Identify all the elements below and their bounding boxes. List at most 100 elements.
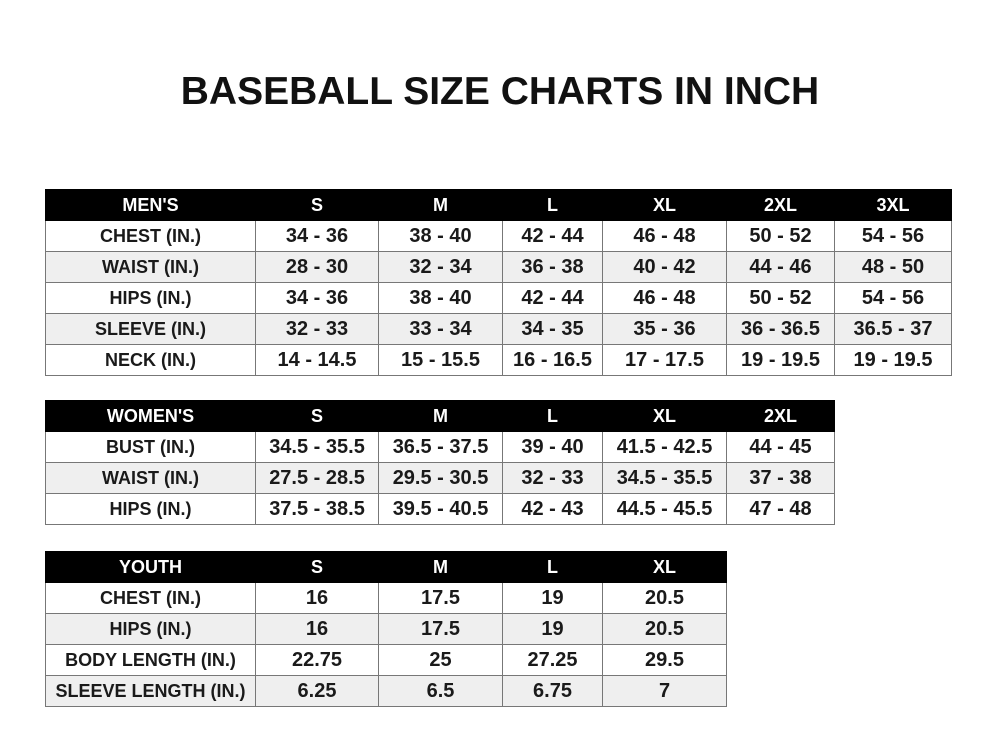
size-value-cell: 46 - 48 [602, 282, 727, 314]
size-value-cell: 36 - 36.5 [726, 313, 835, 345]
measurement-label: WAIST (IN.) [45, 462, 256, 494]
size-column-header: 2XL [726, 189, 835, 221]
mens-size-table: MEN'S S M L XL 2XL 3XL CHEST (IN.) 34 - 36 38 - 4… [45, 189, 952, 376]
measurement-label: HIPS (IN.) [45, 282, 256, 314]
measurement-label: CHEST (IN.) [45, 220, 256, 252]
size-value-cell: 41.5 - 42.5 [602, 431, 727, 463]
size-value-cell: 32 - 34 [378, 251, 503, 283]
size-column-header: XL [602, 551, 727, 583]
size-column-header: L [502, 551, 603, 583]
size-value-cell: 47 - 48 [726, 493, 835, 525]
size-value-cell: 37.5 - 38.5 [255, 493, 379, 525]
table-row: BODY LENGTH (IN.) 22.75 25 27.25 29.5 [45, 644, 727, 676]
size-value-cell: 22.75 [255, 644, 379, 676]
table-row: NECK (IN.) 14 - 14.5 15 - 15.5 16 - 16.5 17 … [45, 344, 952, 376]
table-row: CHEST (IN.) 34 - 36 38 - 40 42 - 44 46 - 48 5… [45, 220, 952, 252]
size-value-cell: 20.5 [602, 582, 727, 614]
size-value-cell: 38 - 40 [378, 220, 503, 252]
size-value-cell: 28 - 30 [255, 251, 379, 283]
size-value-cell: 42 - 44 [502, 220, 603, 252]
table-row: BUST (IN.) 34.5 - 35.5 36.5 - 37.5 39 - 40 4… [45, 431, 835, 463]
size-value-cell: 27.5 - 28.5 [255, 462, 379, 494]
size-column-header: 3XL [834, 189, 952, 221]
table-corner-header: MEN'S [45, 189, 256, 221]
measurement-label: HIPS (IN.) [45, 613, 256, 645]
measurement-label: BODY LENGTH (IN.) [45, 644, 256, 676]
size-value-cell: 34.5 - 35.5 [602, 462, 727, 494]
table-row: HIPS (IN.) 37.5 - 38.5 39.5 - 40.5 42 - 43 4… [45, 493, 835, 525]
size-value-cell: 17.5 [378, 582, 503, 614]
size-value-cell: 35 - 36 [602, 313, 727, 345]
size-value-cell: 37 - 38 [726, 462, 835, 494]
size-value-cell: 36 - 38 [502, 251, 603, 283]
size-value-cell: 17 - 17.5 [602, 344, 727, 376]
size-value-cell: 19 [502, 582, 603, 614]
size-column-header: L [502, 400, 603, 432]
size-value-cell: 39 - 40 [502, 431, 603, 463]
table-header-row: WOMEN'S S M L XL 2XL [45, 400, 835, 432]
size-value-cell: 54 - 56 [834, 220, 952, 252]
size-value-cell: 19 [502, 613, 603, 645]
size-value-cell: 42 - 44 [502, 282, 603, 314]
size-value-cell: 50 - 52 [726, 282, 835, 314]
measurement-label: WAIST (IN.) [45, 251, 256, 283]
size-value-cell: 34 - 36 [255, 282, 379, 314]
size-value-cell: 17.5 [378, 613, 503, 645]
size-value-cell: 16 [255, 613, 379, 645]
youth-size-table: YOUTH S M L XL CHEST (IN.) 16 17.5 19 20.5 HIPS (I… [45, 551, 727, 707]
table-row: WAIST (IN.) 27.5 - 28.5 29.5 - 30.5 32 - 33… [45, 462, 835, 494]
size-value-cell: 40 - 42 [602, 251, 727, 283]
size-column-header: 2XL [726, 400, 835, 432]
table-corner-header: WOMEN'S [45, 400, 256, 432]
size-column-header: M [378, 400, 503, 432]
size-value-cell: 46 - 48 [602, 220, 727, 252]
size-value-cell: 25 [378, 644, 503, 676]
size-value-cell: 32 - 33 [255, 313, 379, 345]
table-row: SLEEVE LENGTH (IN.) 6.25 6.5 6.75 7 [45, 675, 727, 707]
table-row: WAIST (IN.) 28 - 30 32 - 34 36 - 38 40 - 42 4… [45, 251, 952, 283]
size-value-cell: 38 - 40 [378, 282, 503, 314]
size-value-cell: 15 - 15.5 [378, 344, 503, 376]
size-value-cell: 44 - 46 [726, 251, 835, 283]
size-value-cell: 34.5 - 35.5 [255, 431, 379, 463]
womens-size-table: WOMEN'S S M L XL 2XL BUST (IN.) 34.5 - 35.5 36.5… [45, 400, 835, 525]
table-header-row: MEN'S S M L XL 2XL 3XL [45, 189, 952, 221]
size-column-header: S [255, 189, 379, 221]
size-value-cell: 16 [255, 582, 379, 614]
table-header-row: YOUTH S M L XL [45, 551, 727, 583]
size-value-cell: 27.25 [502, 644, 603, 676]
measurement-label: NECK (IN.) [45, 344, 256, 376]
size-column-header: S [255, 551, 379, 583]
size-value-cell: 33 - 34 [378, 313, 503, 345]
size-column-header: XL [602, 400, 727, 432]
size-column-header: M [378, 551, 503, 583]
size-value-cell: 14 - 14.5 [255, 344, 379, 376]
size-value-cell: 6.25 [255, 675, 379, 707]
size-value-cell: 20.5 [602, 613, 727, 645]
size-value-cell: 16 - 16.5 [502, 344, 603, 376]
measurement-label: SLEEVE LENGTH (IN.) [45, 675, 256, 707]
page-title: BASEBALL SIZE CHARTS IN INCH [180, 70, 820, 113]
size-value-cell: 29.5 - 30.5 [378, 462, 503, 494]
size-value-cell: 32 - 33 [502, 462, 603, 494]
table-row: CHEST (IN.) 16 17.5 19 20.5 [45, 582, 727, 614]
size-value-cell: 48 - 50 [834, 251, 952, 283]
size-value-cell: 7 [602, 675, 727, 707]
measurement-label: HIPS (IN.) [45, 493, 256, 525]
size-value-cell: 6.75 [502, 675, 603, 707]
measurement-label: CHEST (IN.) [45, 582, 256, 614]
size-value-cell: 50 - 52 [726, 220, 835, 252]
size-column-header: S [255, 400, 379, 432]
table-corner-header: YOUTH [45, 551, 256, 583]
size-value-cell: 36.5 - 37 [834, 313, 952, 345]
size-column-header: L [502, 189, 603, 221]
size-value-cell: 19 - 19.5 [834, 344, 952, 376]
table-row: HIPS (IN.) 16 17.5 19 20.5 [45, 613, 727, 645]
table-row: HIPS (IN.) 34 - 36 38 - 40 42 - 44 46 - 48 50… [45, 282, 952, 314]
size-value-cell: 42 - 43 [502, 493, 603, 525]
size-value-cell: 6.5 [378, 675, 503, 707]
size-value-cell: 19 - 19.5 [726, 344, 835, 376]
size-value-cell: 34 - 35 [502, 313, 603, 345]
measurement-label: BUST (IN.) [45, 431, 256, 463]
size-value-cell: 44.5 - 45.5 [602, 493, 727, 525]
